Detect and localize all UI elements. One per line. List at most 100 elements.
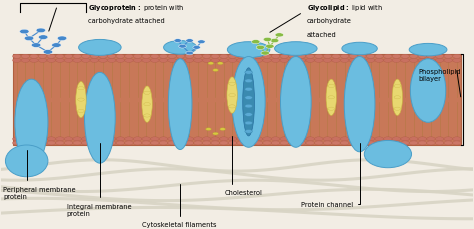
Circle shape: [349, 137, 357, 141]
Circle shape: [332, 59, 340, 63]
Circle shape: [90, 55, 99, 59]
Circle shape: [245, 130, 252, 134]
Circle shape: [174, 40, 182, 43]
Circle shape: [418, 55, 427, 59]
Circle shape: [229, 105, 236, 109]
Circle shape: [218, 63, 223, 65]
Circle shape: [297, 59, 306, 63]
Circle shape: [64, 55, 73, 59]
Circle shape: [176, 55, 185, 59]
Circle shape: [435, 55, 444, 59]
Circle shape: [418, 59, 427, 63]
Circle shape: [64, 59, 73, 63]
Ellipse shape: [76, 82, 86, 118]
Circle shape: [202, 55, 211, 59]
Circle shape: [245, 71, 252, 75]
Ellipse shape: [84, 73, 115, 164]
Circle shape: [116, 141, 125, 145]
Circle shape: [263, 137, 271, 141]
Circle shape: [194, 141, 202, 145]
Circle shape: [289, 59, 297, 63]
Ellipse shape: [142, 87, 152, 123]
Circle shape: [151, 59, 159, 63]
Circle shape: [410, 55, 418, 59]
Circle shape: [245, 113, 252, 117]
Circle shape: [332, 55, 340, 59]
Circle shape: [206, 128, 211, 131]
Circle shape: [47, 55, 55, 59]
Circle shape: [144, 92, 150, 95]
Circle shape: [73, 137, 82, 141]
Circle shape: [418, 137, 427, 141]
Circle shape: [116, 55, 125, 59]
Circle shape: [229, 94, 236, 97]
Circle shape: [246, 55, 254, 59]
Circle shape: [394, 108, 401, 111]
Circle shape: [270, 39, 279, 44]
Circle shape: [435, 141, 444, 145]
Circle shape: [90, 141, 99, 145]
Circle shape: [125, 137, 133, 141]
Circle shape: [306, 55, 314, 59]
Circle shape: [186, 40, 193, 43]
Circle shape: [38, 141, 47, 145]
Circle shape: [256, 46, 264, 50]
Circle shape: [90, 59, 99, 63]
Circle shape: [254, 59, 263, 63]
Circle shape: [383, 59, 392, 63]
Circle shape: [246, 137, 254, 141]
Circle shape: [237, 141, 246, 145]
Circle shape: [410, 141, 418, 145]
Circle shape: [289, 141, 297, 145]
Circle shape: [142, 137, 150, 141]
Circle shape: [435, 59, 444, 63]
Circle shape: [297, 55, 306, 59]
Circle shape: [73, 59, 82, 63]
Circle shape: [297, 141, 306, 145]
Circle shape: [194, 137, 202, 141]
Circle shape: [366, 59, 375, 63]
Circle shape: [151, 141, 159, 145]
Circle shape: [151, 55, 159, 59]
Circle shape: [332, 141, 340, 145]
Circle shape: [444, 55, 453, 59]
Text: $\bf{Glycoprotein:}$ protein with: $\bf{Glycoprotein:}$ protein with: [88, 3, 184, 13]
Circle shape: [251, 41, 260, 45]
Circle shape: [254, 141, 263, 145]
Circle shape: [275, 34, 283, 38]
Circle shape: [185, 137, 193, 141]
Circle shape: [453, 137, 461, 141]
Text: $\bf{Glycolipid:}$ lipid with: $\bf{Glycolipid:}$ lipid with: [307, 3, 383, 13]
Circle shape: [383, 137, 392, 141]
Circle shape: [375, 59, 383, 63]
Text: Cholesterol: Cholesterol: [225, 137, 263, 195]
Ellipse shape: [5, 145, 48, 177]
Text: Phospholipid
bilayer: Phospholipid bilayer: [419, 68, 461, 82]
Circle shape: [219, 59, 228, 63]
Circle shape: [245, 88, 252, 92]
Circle shape: [12, 141, 21, 145]
Circle shape: [36, 29, 46, 33]
Circle shape: [133, 137, 142, 141]
Circle shape: [12, 55, 21, 59]
Circle shape: [202, 137, 211, 141]
Circle shape: [219, 137, 228, 141]
Circle shape: [358, 141, 366, 145]
Circle shape: [24, 37, 34, 41]
Circle shape: [168, 59, 176, 63]
Circle shape: [392, 137, 401, 141]
Circle shape: [133, 55, 142, 59]
Circle shape: [306, 59, 314, 63]
Circle shape: [194, 55, 202, 59]
Circle shape: [435, 137, 444, 141]
Circle shape: [99, 137, 107, 141]
Circle shape: [280, 55, 289, 59]
Circle shape: [280, 137, 289, 141]
Circle shape: [194, 59, 202, 63]
Circle shape: [133, 141, 142, 145]
Circle shape: [444, 59, 453, 63]
Circle shape: [340, 59, 349, 63]
Circle shape: [366, 141, 375, 145]
Circle shape: [78, 87, 84, 90]
Circle shape: [186, 52, 193, 56]
